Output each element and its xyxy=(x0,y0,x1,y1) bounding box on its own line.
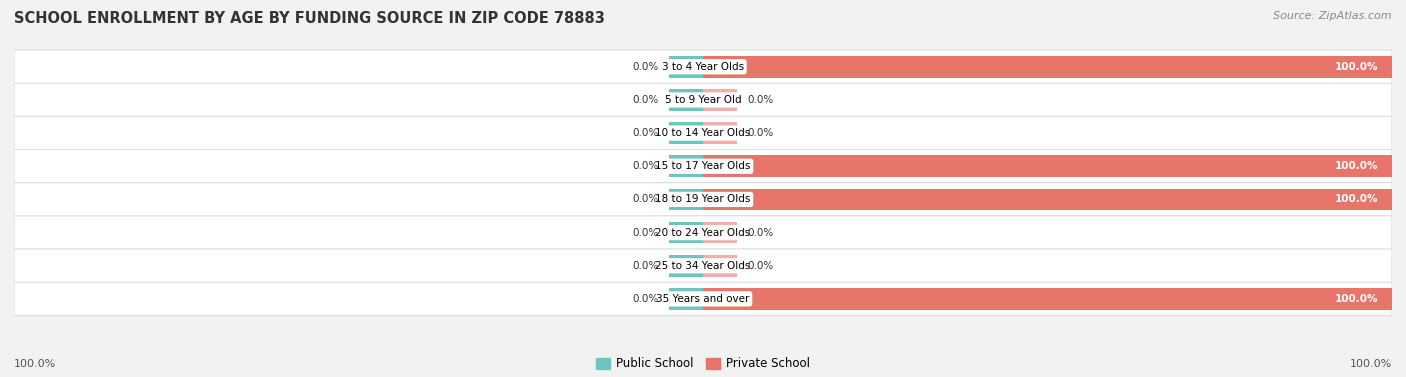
Text: 0.0%: 0.0% xyxy=(631,228,658,238)
Bar xyxy=(703,222,738,244)
FancyBboxPatch shape xyxy=(14,83,1392,117)
Text: 18 to 19 Year Olds: 18 to 19 Year Olds xyxy=(655,195,751,204)
FancyBboxPatch shape xyxy=(14,282,1392,316)
Bar xyxy=(669,188,703,210)
FancyBboxPatch shape xyxy=(14,150,1392,183)
Text: 0.0%: 0.0% xyxy=(631,128,658,138)
Text: Source: ZipAtlas.com: Source: ZipAtlas.com xyxy=(1274,11,1392,21)
Text: 5 to 9 Year Old: 5 to 9 Year Old xyxy=(665,95,741,105)
Text: 100.0%: 100.0% xyxy=(1334,294,1378,304)
Legend: Public School, Private School: Public School, Private School xyxy=(592,352,814,375)
Text: 100.0%: 100.0% xyxy=(1334,62,1378,72)
Text: 0.0%: 0.0% xyxy=(748,228,775,238)
Text: 0.0%: 0.0% xyxy=(748,128,775,138)
Bar xyxy=(669,122,703,144)
FancyBboxPatch shape xyxy=(14,183,1392,216)
Text: 0.0%: 0.0% xyxy=(631,95,658,105)
Text: 25 to 34 Year Olds: 25 to 34 Year Olds xyxy=(655,261,751,271)
Bar xyxy=(703,155,1392,177)
Bar xyxy=(669,56,703,78)
FancyBboxPatch shape xyxy=(14,116,1392,150)
Bar xyxy=(703,188,1392,210)
Bar xyxy=(703,288,1392,310)
Text: 10 to 14 Year Olds: 10 to 14 Year Olds xyxy=(655,128,751,138)
Bar xyxy=(669,222,703,244)
Text: 3 to 4 Year Olds: 3 to 4 Year Olds xyxy=(662,62,744,72)
FancyBboxPatch shape xyxy=(14,249,1392,282)
Text: SCHOOL ENROLLMENT BY AGE BY FUNDING SOURCE IN ZIP CODE 78883: SCHOOL ENROLLMENT BY AGE BY FUNDING SOUR… xyxy=(14,11,605,26)
Text: 20 to 24 Year Olds: 20 to 24 Year Olds xyxy=(655,228,751,238)
Bar xyxy=(669,89,703,111)
Text: 100.0%: 100.0% xyxy=(1350,359,1392,369)
Text: 0.0%: 0.0% xyxy=(748,95,775,105)
Bar xyxy=(703,56,1392,78)
Text: 0.0%: 0.0% xyxy=(631,62,658,72)
FancyBboxPatch shape xyxy=(14,50,1392,84)
Text: 100.0%: 100.0% xyxy=(1334,161,1378,171)
Text: 0.0%: 0.0% xyxy=(631,261,658,271)
Bar xyxy=(669,255,703,276)
Text: 35 Years and over: 35 Years and over xyxy=(657,294,749,304)
Text: 0.0%: 0.0% xyxy=(631,195,658,204)
Text: 100.0%: 100.0% xyxy=(14,359,56,369)
Bar xyxy=(669,288,703,310)
Bar xyxy=(703,255,738,276)
Text: 0.0%: 0.0% xyxy=(631,294,658,304)
Text: 0.0%: 0.0% xyxy=(631,161,658,171)
Bar xyxy=(669,155,703,177)
Text: 0.0%: 0.0% xyxy=(748,261,775,271)
FancyBboxPatch shape xyxy=(14,216,1392,249)
Text: 100.0%: 100.0% xyxy=(1334,195,1378,204)
Bar xyxy=(703,122,738,144)
Bar xyxy=(703,89,738,111)
Text: 15 to 17 Year Olds: 15 to 17 Year Olds xyxy=(655,161,751,171)
